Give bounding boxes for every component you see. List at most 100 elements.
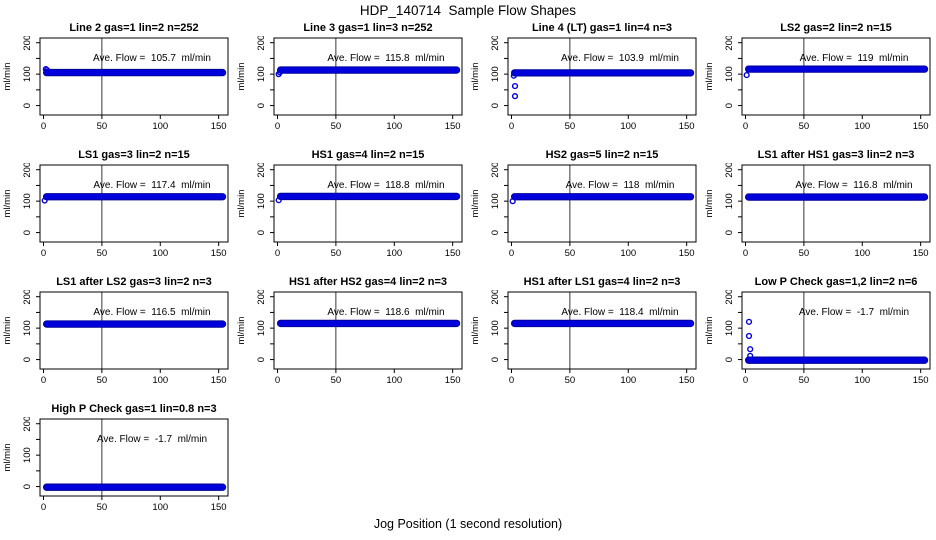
x-tick-label: 150 bbox=[913, 248, 929, 259]
x-tick-label: 50 bbox=[565, 375, 576, 386]
y-axis-label: ml/min bbox=[470, 190, 481, 218]
data-band bbox=[277, 319, 461, 328]
x-tick-label: 50 bbox=[331, 248, 342, 259]
y-tick-label: 0 bbox=[22, 357, 33, 362]
x-tick-label: 100 bbox=[386, 121, 402, 132]
x-tick-label: 100 bbox=[854, 375, 870, 386]
panel-title: Line 2 gas=1 lin=2 n=252 bbox=[69, 22, 199, 34]
x-tick-label: 50 bbox=[97, 502, 108, 513]
panel-title: LS1 gas=3 lin=2 n=15 bbox=[78, 149, 190, 161]
data-band bbox=[745, 356, 929, 364]
ave-flow-annotation: Ave. Flow = 118 ml/min bbox=[566, 180, 675, 191]
x-tick-label: 0 bbox=[41, 375, 46, 386]
data-band bbox=[43, 68, 227, 77]
x-tick-label: 150 bbox=[679, 375, 695, 386]
data-band bbox=[511, 193, 695, 201]
ave-flow-annotation: Ave. Flow = 105.7 ml/min bbox=[93, 53, 211, 64]
ave-flow-annotation: Ave. Flow = 116.5 ml/min bbox=[93, 307, 210, 318]
plot-box bbox=[39, 418, 229, 497]
panel-plot: 0 50 100 150 0 100 200 ml/min Ave. Flow = 103.9 … bbox=[470, 35, 697, 132]
panel-title: Line 4 (LT) gas=1 lin=4 n=3 bbox=[531, 22, 673, 34]
outlier-point bbox=[511, 82, 519, 90]
y-tick-label: 200 bbox=[256, 36, 267, 51]
x-tick-label: 150 bbox=[913, 375, 929, 386]
x-tick-label: 50 bbox=[565, 121, 576, 132]
x-tick-label: 100 bbox=[620, 121, 636, 132]
x-tick-label: 150 bbox=[211, 502, 227, 513]
panel-plot: 0 50 100 150 0 100 200 ml/min Ave. Flow = 116.5 … bbox=[2, 289, 229, 386]
x-tick-label: 0 bbox=[509, 121, 514, 132]
x-tick-label: 150 bbox=[211, 121, 227, 132]
flow-panel: HS1 gas=4 lin=2 n=15 0 50 100 150 0 100 200 ml/… bbox=[234, 147, 468, 274]
y-tick-label: 0 bbox=[22, 484, 33, 489]
x-tick-label: 0 bbox=[275, 375, 280, 386]
panel-plot: 0 50 100 150 0 100 200 ml/min Ave. Flow = 119 ml… bbox=[704, 35, 931, 132]
data-band bbox=[277, 192, 461, 201]
panel-plot: 0 50 100 150 0 100 200 ml/min Ave. Flow = 118.6 … bbox=[236, 289, 463, 386]
data-band bbox=[43, 483, 227, 491]
outlier-point bbox=[43, 66, 51, 74]
ave-flow-annotation: Ave. Flow = 118.4 ml/min bbox=[561, 307, 678, 318]
y-axis-label: ml/min bbox=[236, 317, 247, 345]
x-tick-label: 50 bbox=[799, 248, 810, 259]
ave-flow-annotation: Ave. Flow = 117.4 ml/min bbox=[93, 180, 210, 191]
y-tick-label: 100 bbox=[490, 66, 501, 82]
outlier-point bbox=[745, 332, 753, 340]
y-tick-label: 100 bbox=[724, 193, 735, 209]
x-tick-label: 100 bbox=[386, 248, 402, 259]
x-tick-label: 0 bbox=[743, 121, 748, 132]
outlier-point bbox=[510, 72, 517, 79]
x-tick-label: 100 bbox=[620, 248, 636, 259]
data-band bbox=[43, 193, 227, 201]
y-tick-label: 100 bbox=[22, 447, 33, 463]
panel-plot: 0 50 100 150 0 100 200 ml/min Ave. Flow = 118.8 … bbox=[236, 162, 463, 259]
x-tick-label: 50 bbox=[565, 248, 576, 259]
plot-box bbox=[273, 37, 463, 116]
x-tick-label: 0 bbox=[743, 375, 748, 386]
ave-flow-annotation: Ave. Flow = -1.7 ml/min bbox=[799, 307, 909, 318]
y-tick-label: 100 bbox=[22, 66, 33, 82]
y-tick-label: 200 bbox=[490, 163, 501, 178]
y-axis-label: ml/min bbox=[2, 190, 13, 218]
outlier-point bbox=[745, 318, 753, 325]
x-tick-label: 100 bbox=[152, 502, 168, 513]
data-band bbox=[43, 320, 227, 328]
panel-plot: 0 50 100 150 0 100 200 ml/min Ave. Flow = 118 ml… bbox=[470, 162, 697, 259]
plot-box bbox=[273, 291, 463, 370]
ave-flow-annotation: Ave. Flow = 118.8 ml/min bbox=[327, 180, 444, 191]
flow-panel: LS2 gas=2 lin=2 n=15 0 50 100 150 0 100 200 ml/… bbox=[702, 20, 936, 147]
y-axis-label: ml/min bbox=[2, 444, 13, 472]
panel-plot: 0 50 100 150 0 100 200 ml/min Ave. Flow = 105.7 … bbox=[2, 35, 229, 132]
panel-plot: 0 50 100 150 0 100 200 ml/min Ave. Flow = -1.7 m… bbox=[704, 289, 931, 386]
y-tick-label: 100 bbox=[256, 320, 267, 336]
outlier-point bbox=[275, 197, 282, 204]
ave-flow-annotation: Ave. Flow = 119 ml/min bbox=[800, 53, 909, 64]
x-tick-label: 50 bbox=[331, 375, 342, 386]
x-tick-label: 100 bbox=[620, 375, 636, 386]
panel-title: HS1 after HS2 gas=4 lin=2 n=3 bbox=[288, 276, 448, 288]
panel-title: LS1 after LS2 gas=3 lin=2 n=3 bbox=[56, 276, 212, 288]
y-tick-label: 200 bbox=[22, 36, 33, 51]
y-axis-label: ml/min bbox=[2, 317, 13, 345]
panel-title: High P Check gas=1 lin=0.8 n=3 bbox=[51, 403, 217, 415]
outlier-point bbox=[511, 93, 519, 100]
y-tick-label: 100 bbox=[724, 320, 735, 336]
x-tick-label: 50 bbox=[799, 375, 810, 386]
outlier-point bbox=[276, 69, 283, 76]
x-tick-label: 150 bbox=[679, 248, 695, 259]
plot-box bbox=[507, 37, 697, 116]
y-axis-label: ml/min bbox=[470, 63, 481, 91]
x-tick-label: 0 bbox=[509, 375, 514, 386]
x-tick-label: 0 bbox=[41, 502, 46, 513]
x-tick-label: 150 bbox=[445, 248, 461, 259]
y-tick-label: 0 bbox=[256, 230, 267, 235]
x-tick-label: 100 bbox=[386, 375, 402, 386]
x-tick-label: 50 bbox=[97, 375, 108, 386]
y-tick-label: 0 bbox=[490, 103, 501, 108]
panel-title: HS1 after LS1 gas=4 lin=2 n=3 bbox=[523, 276, 681, 288]
y-tick-label: 200 bbox=[256, 163, 267, 178]
data-band bbox=[745, 65, 929, 73]
y-tick-label: 200 bbox=[724, 290, 735, 305]
panel-plot: 0 50 100 150 0 100 200 ml/min Ave. Flow = 117.4 … bbox=[2, 162, 229, 259]
y-tick-label: 100 bbox=[256, 193, 267, 209]
